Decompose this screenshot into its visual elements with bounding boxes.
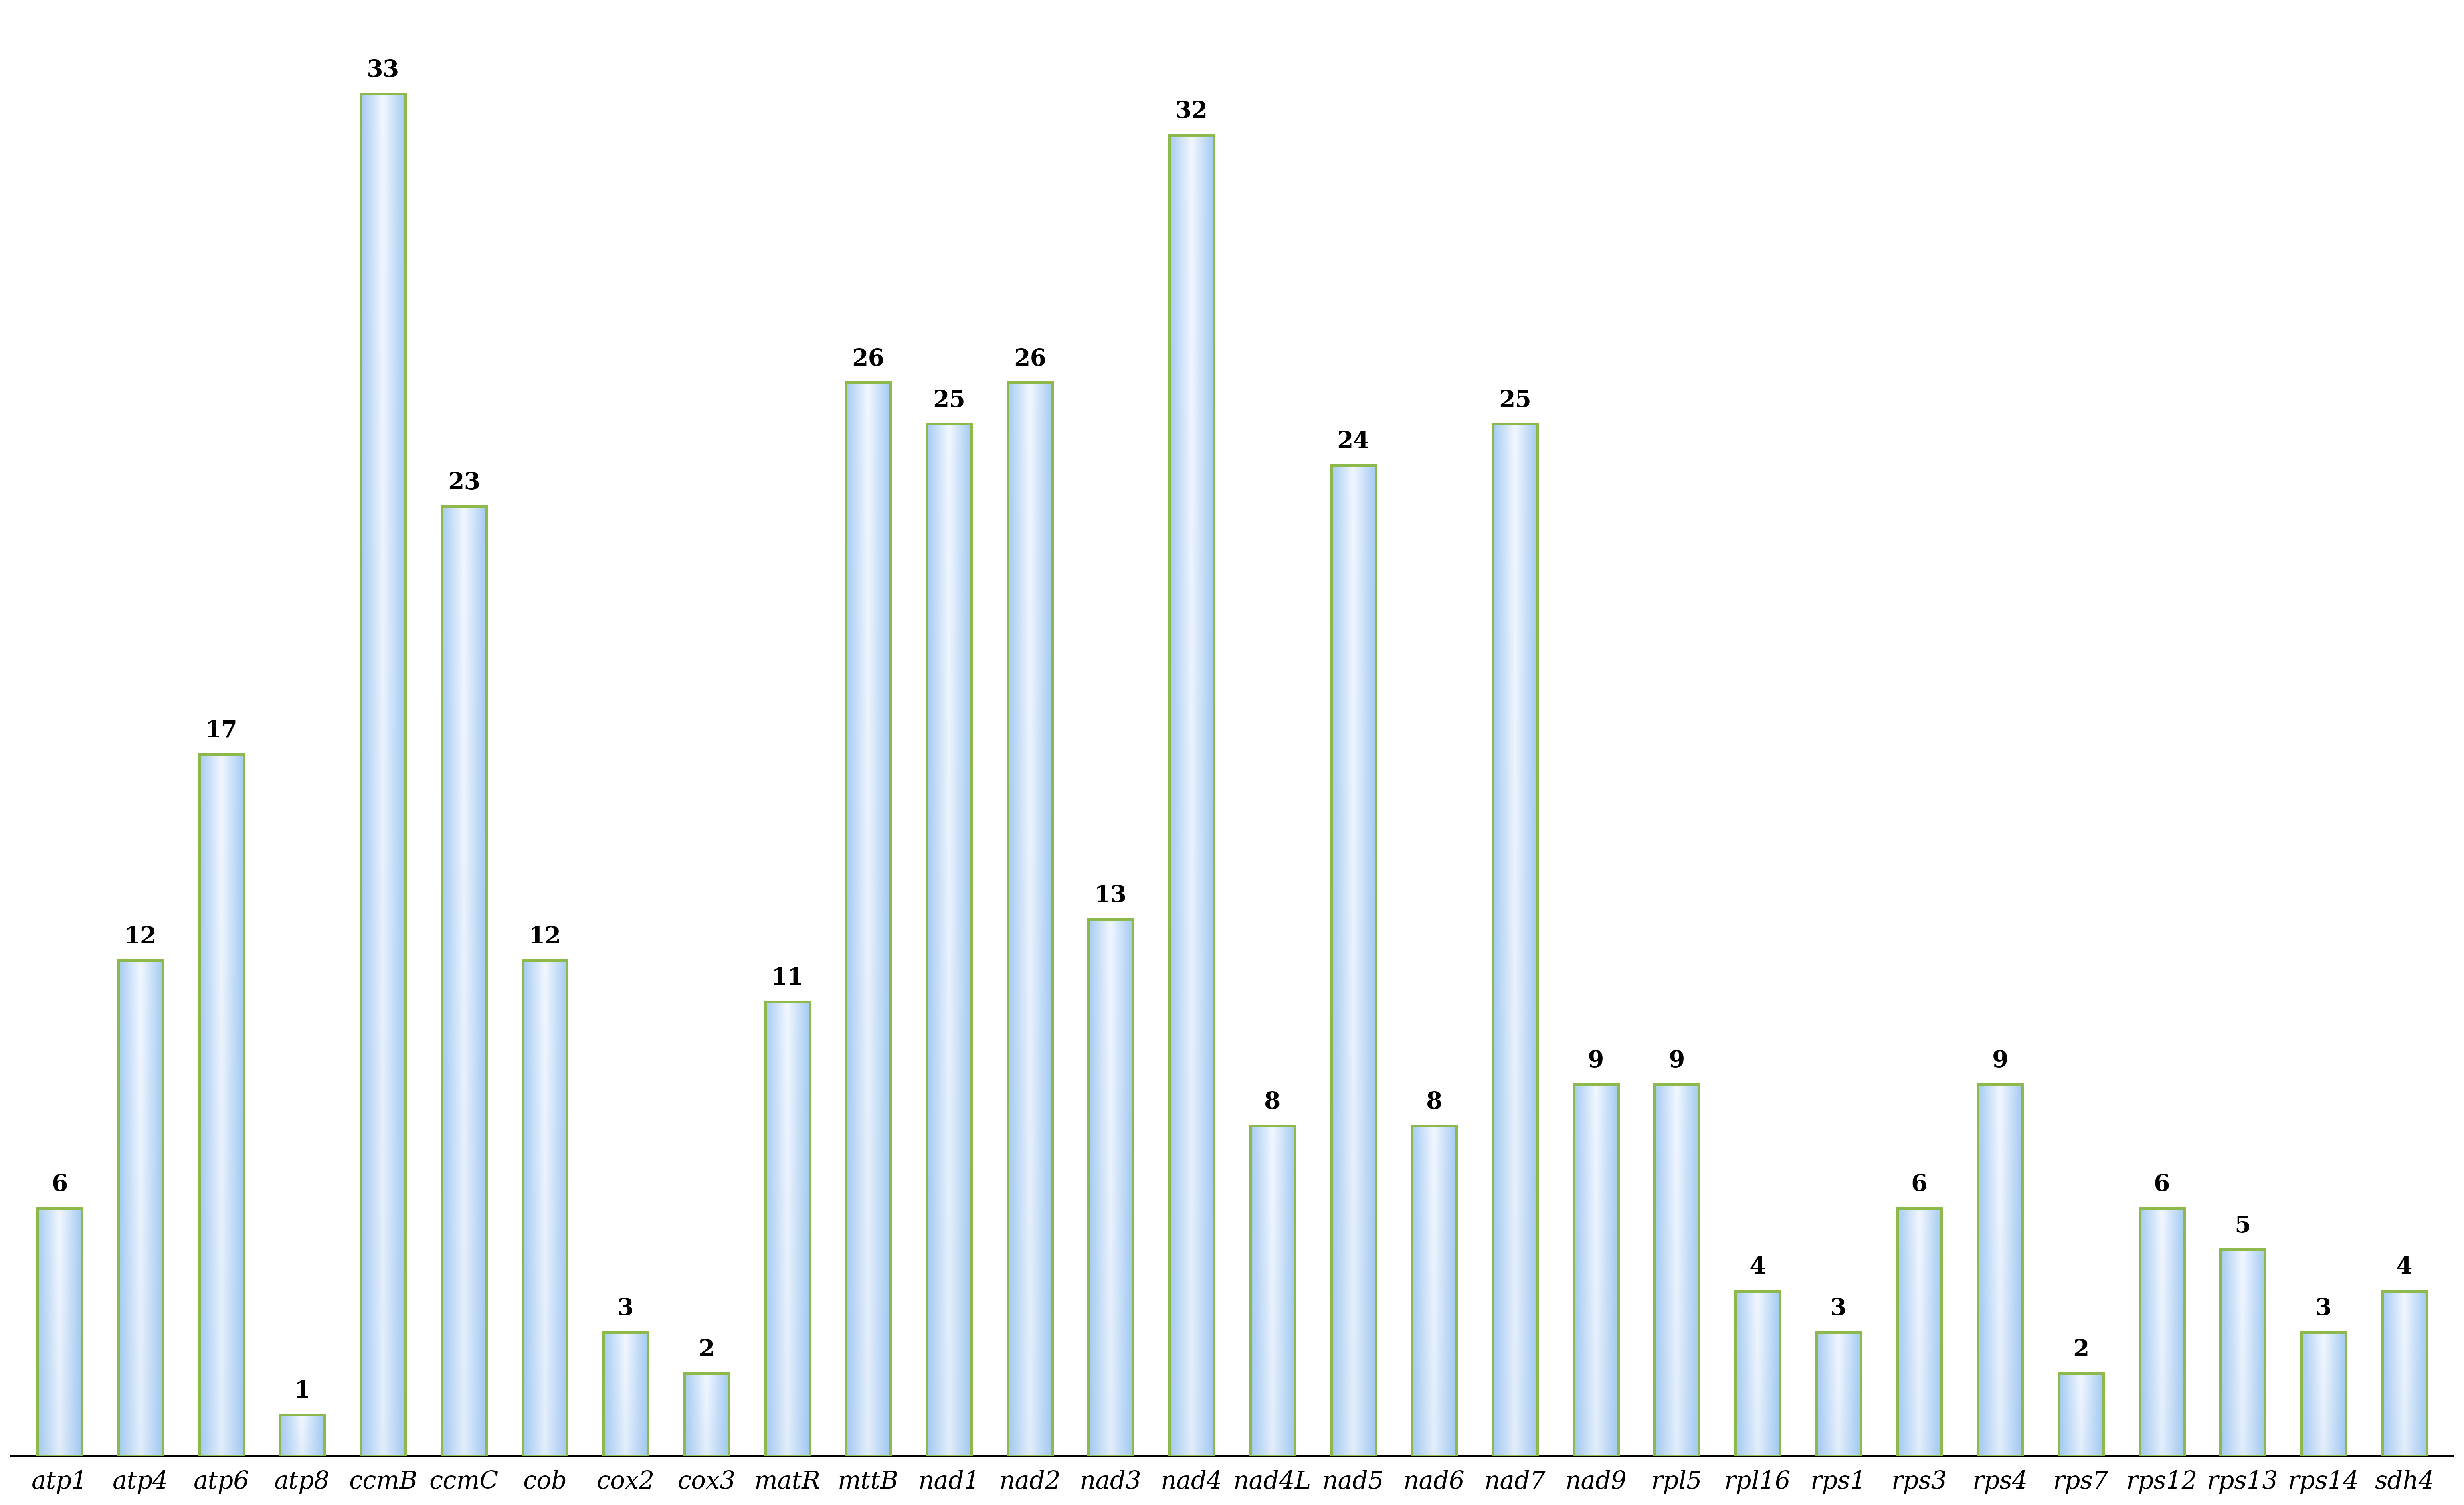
Bar: [200, 754, 244, 1455]
Bar: [845, 382, 890, 1455]
Bar: [926, 424, 971, 1455]
Bar: [604, 1332, 648, 1455]
Text: 6: 6: [2154, 1174, 2171, 1196]
Bar: [685, 1374, 729, 1455]
Bar: [37, 1209, 81, 1455]
Bar: [2220, 1249, 2264, 1455]
Bar: [2301, 1332, 2346, 1455]
Text: 9: 9: [1668, 1049, 1685, 1072]
Bar: [1493, 424, 1538, 1455]
Text: 26: 26: [853, 348, 885, 370]
Text: 9: 9: [1991, 1049, 2008, 1072]
Text: 2: 2: [697, 1338, 715, 1361]
Text: 32: 32: [1175, 101, 1207, 122]
Bar: [1089, 920, 1133, 1455]
Bar: [1008, 382, 1052, 1455]
Bar: [1574, 1085, 1619, 1455]
Text: 11: 11: [771, 968, 803, 989]
Bar: [1331, 465, 1375, 1455]
Text: 4: 4: [1749, 1257, 1767, 1278]
Text: 13: 13: [1094, 885, 1126, 908]
Bar: [1735, 1291, 1779, 1455]
Text: 3: 3: [1831, 1297, 1846, 1320]
Text: 2: 2: [2072, 1338, 2089, 1361]
Text: 3: 3: [2316, 1297, 2331, 1320]
Bar: [281, 1415, 325, 1455]
Bar: [360, 93, 404, 1455]
Bar: [118, 960, 163, 1455]
Text: 33: 33: [367, 59, 399, 81]
Bar: [441, 507, 485, 1455]
Text: 25: 25: [934, 390, 966, 411]
Text: 6: 6: [52, 1174, 69, 1196]
Bar: [1170, 135, 1215, 1455]
Text: 12: 12: [527, 926, 562, 948]
Text: 6: 6: [1912, 1174, 1927, 1196]
Text: 24: 24: [1338, 430, 1370, 453]
Bar: [2060, 1374, 2104, 1455]
Text: 3: 3: [618, 1297, 633, 1320]
Text: 4: 4: [2395, 1257, 2412, 1278]
Text: 12: 12: [123, 926, 158, 948]
Bar: [1412, 1126, 1456, 1455]
Bar: [2139, 1209, 2183, 1455]
Text: 8: 8: [1427, 1091, 1441, 1114]
Text: 5: 5: [2235, 1215, 2250, 1237]
Text: 17: 17: [205, 719, 237, 742]
Bar: [766, 1002, 811, 1455]
Text: 8: 8: [1264, 1091, 1281, 1114]
Text: 26: 26: [1013, 348, 1047, 370]
Bar: [2383, 1291, 2427, 1455]
Bar: [522, 960, 567, 1455]
Bar: [1816, 1332, 1860, 1455]
Text: 25: 25: [1498, 390, 1530, 411]
Text: 9: 9: [1587, 1049, 1604, 1072]
Bar: [1249, 1126, 1294, 1455]
Bar: [1653, 1085, 1698, 1455]
Bar: [1979, 1085, 2023, 1455]
Text: 23: 23: [448, 471, 480, 494]
Bar: [1897, 1209, 1942, 1455]
Text: 1: 1: [293, 1380, 310, 1403]
